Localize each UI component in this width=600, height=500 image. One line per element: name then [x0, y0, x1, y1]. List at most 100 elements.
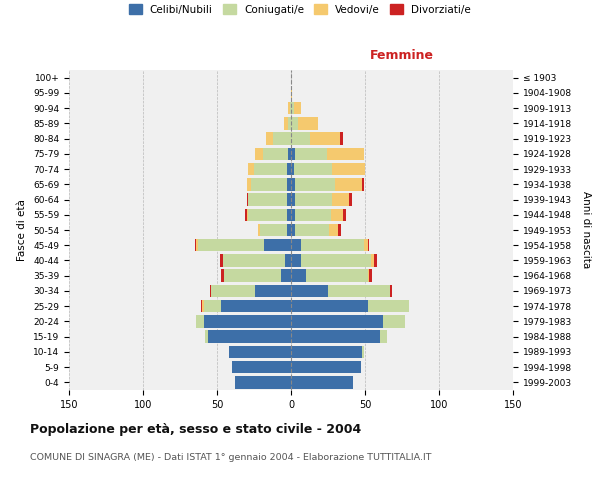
- Bar: [291, 361, 361, 374]
- Bar: [343, 208, 346, 221]
- Bar: [291, 178, 295, 190]
- Bar: [328, 284, 390, 297]
- Bar: [291, 132, 310, 145]
- Bar: [338, 224, 341, 236]
- Bar: [291, 86, 292, 99]
- Bar: [209, 284, 211, 297]
- Bar: [371, 254, 374, 266]
- Bar: [380, 330, 387, 343]
- Bar: [298, 117, 317, 130]
- Bar: [281, 270, 291, 282]
- Text: COMUNE DI SINAGRA (ME) - Dati ISTAT 1° gennaio 2004 - Elaborazione TUTTITALIA.IT: COMUNE DI SINAGRA (ME) - Dati ISTAT 1° g…: [30, 452, 431, 462]
- Bar: [211, 284, 256, 297]
- Bar: [291, 346, 362, 358]
- Bar: [247, 208, 248, 221]
- Bar: [284, 117, 288, 130]
- Bar: [332, 194, 349, 206]
- Bar: [294, 102, 301, 115]
- Bar: [362, 346, 364, 358]
- Bar: [202, 300, 203, 312]
- Bar: [374, 254, 377, 266]
- Bar: [370, 270, 373, 282]
- Bar: [291, 376, 353, 388]
- Bar: [235, 376, 291, 388]
- Bar: [291, 330, 380, 343]
- Bar: [291, 270, 306, 282]
- Bar: [295, 224, 329, 236]
- Bar: [335, 178, 362, 190]
- Bar: [256, 148, 263, 160]
- Bar: [291, 163, 294, 175]
- Bar: [208, 330, 291, 343]
- Bar: [287, 224, 291, 236]
- Bar: [232, 361, 291, 374]
- Bar: [291, 315, 383, 328]
- Bar: [329, 224, 338, 236]
- Bar: [287, 163, 291, 175]
- Bar: [287, 178, 291, 190]
- Bar: [287, 194, 291, 206]
- Bar: [310, 132, 340, 145]
- Bar: [368, 270, 370, 282]
- Bar: [203, 300, 221, 312]
- Bar: [362, 178, 364, 190]
- Bar: [221, 300, 291, 312]
- Bar: [291, 102, 294, 115]
- Bar: [248, 163, 254, 175]
- Bar: [251, 178, 287, 190]
- Bar: [291, 194, 295, 206]
- Bar: [288, 148, 291, 160]
- Bar: [288, 117, 291, 130]
- Bar: [287, 208, 291, 221]
- Bar: [295, 178, 335, 190]
- Bar: [245, 208, 247, 221]
- Bar: [198, 239, 265, 252]
- Text: Popolazione per età, sesso e stato civile - 2004: Popolazione per età, sesso e stato civil…: [30, 422, 361, 436]
- Bar: [332, 163, 365, 175]
- Bar: [260, 224, 287, 236]
- Bar: [331, 208, 343, 221]
- Bar: [196, 315, 203, 328]
- Bar: [256, 284, 291, 297]
- Bar: [295, 194, 332, 206]
- Text: Femmine: Femmine: [370, 49, 434, 62]
- Bar: [259, 224, 260, 236]
- Bar: [224, 270, 281, 282]
- Bar: [201, 300, 202, 312]
- Bar: [326, 148, 364, 160]
- Bar: [196, 239, 198, 252]
- Bar: [290, 102, 291, 115]
- Bar: [254, 163, 287, 175]
- Bar: [229, 346, 291, 358]
- Bar: [294, 163, 332, 175]
- Bar: [220, 254, 223, 266]
- Bar: [291, 254, 301, 266]
- Bar: [263, 148, 288, 160]
- Bar: [295, 208, 331, 221]
- Bar: [291, 239, 301, 252]
- Bar: [291, 284, 328, 297]
- Bar: [203, 315, 291, 328]
- Bar: [291, 208, 295, 221]
- Bar: [247, 178, 251, 190]
- Bar: [288, 102, 290, 115]
- Bar: [291, 300, 368, 312]
- Bar: [340, 132, 343, 145]
- Bar: [301, 254, 371, 266]
- Bar: [285, 254, 291, 266]
- Bar: [247, 194, 248, 206]
- Y-axis label: Fasce di età: Fasce di età: [17, 199, 28, 261]
- Bar: [248, 208, 287, 221]
- Bar: [205, 330, 208, 343]
- Bar: [265, 239, 291, 252]
- Bar: [306, 270, 368, 282]
- Y-axis label: Anni di nascita: Anni di nascita: [581, 192, 592, 268]
- Bar: [301, 239, 364, 252]
- Bar: [390, 284, 392, 297]
- Bar: [291, 148, 295, 160]
- Bar: [273, 132, 291, 145]
- Bar: [349, 194, 352, 206]
- Bar: [295, 148, 326, 160]
- Legend: Celibi/Nubili, Coniugati/e, Vedovi/e, Divorziati/e: Celibi/Nubili, Coniugati/e, Vedovi/e, Di…: [125, 0, 475, 19]
- Bar: [248, 194, 287, 206]
